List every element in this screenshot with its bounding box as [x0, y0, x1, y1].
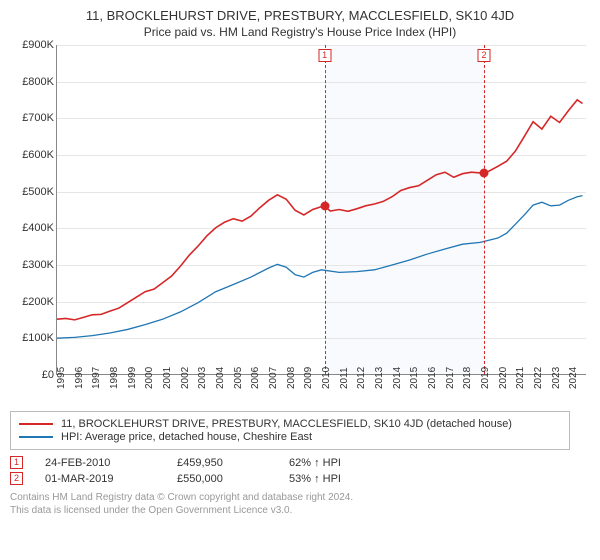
- y-tick-label: £800K: [22, 76, 54, 88]
- x-tick-label: 2016: [427, 367, 438, 389]
- x-tick-label: 2020: [498, 367, 509, 389]
- event-dot: [480, 169, 489, 178]
- x-tick-label: 1995: [56, 367, 67, 389]
- y-tick-label: £0: [42, 369, 54, 381]
- x-tick-label: 2002: [180, 367, 191, 389]
- legend-row: HPI: Average price, detached house, Ches…: [19, 431, 561, 443]
- event-date: 01-MAR-2019: [45, 473, 155, 485]
- x-tick-label: 2024: [568, 367, 579, 389]
- x-tick-label: 2010: [321, 367, 332, 389]
- footer-line-1: Contains HM Land Registry data © Crown c…: [10, 491, 590, 504]
- series-hpi: [57, 196, 583, 339]
- x-tick-label: 2005: [233, 367, 244, 389]
- x-tick-label: 2019: [480, 367, 491, 389]
- x-tick-label: 2015: [409, 367, 420, 389]
- event-pct: 53% ↑ HPI: [289, 473, 341, 485]
- x-tick-label: 2011: [339, 367, 350, 389]
- y-tick-label: £200K: [22, 296, 54, 308]
- x-tick-label: 1999: [127, 367, 138, 389]
- y-tick-label: £600K: [22, 149, 54, 161]
- x-tick-label: 2017: [445, 367, 456, 389]
- x-axis: 1995199619971998199920002001200220032004…: [56, 375, 586, 407]
- event-marker: 1: [318, 49, 331, 62]
- chart-area: £0 £100K £200K £300K £400K £500K £600K £700K £80…: [10, 45, 590, 407]
- footer-line-2: This data is licensed under the Open Gov…: [10, 504, 590, 517]
- x-tick-label: 1997: [91, 367, 102, 389]
- x-tick-label: 2013: [374, 367, 385, 389]
- x-tick-label: 2012: [356, 367, 367, 389]
- event-price: £459,950: [177, 457, 267, 469]
- y-tick-label: £500K: [22, 186, 54, 198]
- x-tick-label: 2004: [215, 367, 226, 389]
- event-price: £550,000: [177, 473, 267, 485]
- legend-row: 11, BROCKLEHURST DRIVE, PRESTBURY, MACCL…: [19, 418, 561, 430]
- y-tick-label: £100K: [22, 332, 54, 344]
- x-tick-label: 2014: [392, 367, 403, 389]
- events-table: 1 24-FEB-2010 £459,950 62% ↑ HPI 2 01-MAR-201…: [10, 456, 570, 485]
- y-tick-label: £700K: [22, 112, 54, 124]
- y-tick-label: £900K: [22, 39, 54, 51]
- y-tick-label: £400K: [22, 222, 54, 234]
- series-price_paid: [57, 100, 583, 320]
- x-tick-label: 2009: [303, 367, 314, 389]
- x-tick-label: 2001: [162, 367, 173, 389]
- plot-region: 12: [56, 45, 586, 375]
- event-row: 1 24-FEB-2010 £459,950 62% ↑ HPI: [10, 456, 570, 469]
- footer-attribution: Contains HM Land Registry data © Crown c…: [10, 491, 590, 517]
- event-number-box: 2: [10, 472, 23, 485]
- legend-swatch: [19, 436, 53, 438]
- x-tick-label: 2018: [462, 367, 473, 389]
- event-number-box: 1: [10, 456, 23, 469]
- event-vline: [484, 45, 485, 374]
- x-tick-label: 1998: [109, 367, 120, 389]
- event-row: 2 01-MAR-2019 £550,000 53% ↑ HPI: [10, 472, 570, 485]
- x-tick-label: 1996: [74, 367, 85, 389]
- x-tick-label: 2008: [286, 367, 297, 389]
- legend-label: HPI: Average price, detached house, Ches…: [61, 431, 312, 443]
- y-tick-label: £300K: [22, 259, 54, 271]
- event-dot: [320, 202, 329, 211]
- x-tick-label: 2021: [515, 367, 526, 389]
- legend: 11, BROCKLEHURST DRIVE, PRESTBURY, MACCL…: [10, 411, 570, 450]
- x-tick-label: 2023: [551, 367, 562, 389]
- x-tick-label: 2022: [533, 367, 544, 389]
- event-marker: 2: [478, 49, 491, 62]
- x-tick-label: 2003: [197, 367, 208, 389]
- legend-swatch: [19, 423, 53, 425]
- event-pct: 62% ↑ HPI: [289, 457, 341, 469]
- event-date: 24-FEB-2010: [45, 457, 155, 469]
- x-tick-label: 2000: [144, 367, 155, 389]
- legend-label: 11, BROCKLEHURST DRIVE, PRESTBURY, MACCL…: [61, 418, 512, 430]
- chart-title: 11, BROCKLEHURST DRIVE, PRESTBURY, MACCL…: [10, 8, 590, 23]
- x-tick-label: 2007: [268, 367, 279, 389]
- y-axis: £0£100K£200K£300K£400K£500K£600K£700K£80…: [10, 45, 56, 375]
- x-tick-label: 2006: [250, 367, 261, 389]
- chart-subtitle: Price paid vs. HM Land Registry's House …: [10, 25, 590, 39]
